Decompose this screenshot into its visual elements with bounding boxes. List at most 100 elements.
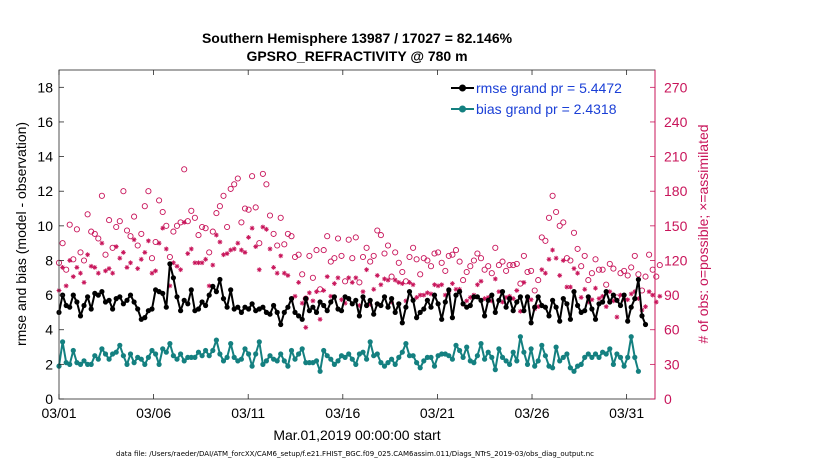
possible-count-point: [442, 267, 449, 274]
possible-count-point: [538, 234, 545, 241]
possible-count-point: [410, 244, 417, 251]
possible-count-point: [417, 271, 424, 278]
possible-count-point: [449, 251, 456, 258]
rmse-point: [306, 308, 312, 314]
y-left-tick-label: 4: [45, 322, 53, 338]
possible-count-point: [274, 242, 281, 249]
assimilated-count-point: [135, 266, 141, 271]
rmse-point: [81, 302, 87, 309]
possible-count-point: [270, 230, 277, 237]
rmse-point: [642, 321, 649, 328]
possible-count-point: [367, 258, 374, 265]
rmse-point: [482, 313, 488, 319]
bias-point: [392, 361, 398, 367]
bias-point: [231, 354, 237, 360]
assimilated-count-point: [160, 225, 166, 231]
bias-point: [585, 351, 591, 357]
rmse-point: [356, 313, 362, 319]
possible-count-point: [295, 251, 302, 258]
possible-count-point: [209, 228, 216, 235]
rmse-point: [632, 296, 638, 302]
rmse-point: [317, 299, 323, 305]
assimilated-count-point: [317, 316, 323, 322]
assimilated-count-point: [521, 280, 527, 285]
possible-count-point: [445, 252, 452, 259]
rmse-point: [621, 292, 627, 298]
possible-count-point: [435, 249, 442, 256]
bias-point: [60, 339, 66, 345]
bias-point: [313, 358, 320, 364]
possible-count-point: [585, 277, 592, 284]
rmse-point: [274, 309, 280, 315]
possible-count-point: [131, 213, 138, 220]
possible-count-point: [578, 263, 585, 270]
assimilated-count-point: [296, 280, 302, 285]
bias-point: [381, 363, 388, 369]
bias-point: [213, 337, 219, 343]
assimilated-count-point: [264, 226, 269, 232]
bias-point: [127, 351, 134, 357]
assimilated-count-point: [364, 267, 369, 273]
assimilated-count-point: [403, 298, 409, 304]
rmse-point: [510, 308, 516, 314]
bias-point: [507, 361, 513, 367]
bias-point: [496, 346, 502, 352]
assimilated-count-point: [224, 251, 230, 256]
bias-point: [360, 349, 366, 355]
possible-count-point: [588, 270, 595, 277]
assimilated-count-point: [274, 270, 280, 276]
possible-count-point: [306, 252, 313, 259]
bias-point: [457, 347, 463, 354]
rmse-point: [582, 308, 588, 314]
possible-count-point: [485, 263, 492, 270]
rmse-point: [181, 297, 187, 303]
rmse-point: [371, 311, 377, 317]
rmse-point: [532, 304, 538, 310]
possible-count-point: [77, 249, 84, 256]
assimilated-count-point: [653, 299, 659, 305]
rmse-point: [135, 306, 141, 312]
assimilated-count-point: [450, 281, 455, 286]
bias-point: [471, 360, 477, 366]
possible-count-point: [63, 266, 70, 273]
possible-count-point: [299, 271, 306, 278]
assimilated-count-point: [439, 282, 445, 288]
rmse-point: [217, 276, 223, 283]
assimilated-count-point: [421, 292, 427, 298]
bias-point: [192, 354, 198, 360]
legend-bias-label: bias grand pr = 2.4318: [476, 101, 617, 117]
y-axis-right-label: # of obs: o=possible; ×=assimilated: [695, 124, 711, 343]
assimilated-count-point: [324, 274, 330, 280]
x-tick-label: 03/11: [231, 405, 265, 421]
rmse-point: [292, 309, 298, 315]
bias-point: [228, 341, 234, 347]
assimilated-count-point: [106, 266, 112, 271]
bias-point: [378, 360, 384, 366]
possible-count-point: [252, 204, 259, 211]
assimilated-count-point: [414, 295, 420, 300]
rmse-point: [453, 292, 459, 298]
rmse-point: [478, 297, 484, 303]
bias-point: [178, 351, 184, 357]
y-left-tick-label: 0: [45, 391, 53, 407]
assimilated-count-point: [163, 246, 169, 252]
bias-point: [610, 361, 617, 367]
rmse-point: [88, 306, 94, 312]
assimilated-count-point: [206, 283, 212, 289]
y-right-tick-label: 150: [664, 218, 688, 234]
y-left-tick-label: 12: [37, 183, 53, 199]
bias-point: [553, 344, 559, 350]
rmse-point: [628, 304, 634, 310]
plot-area: 03/01 03/06 03/11 03/16 03/21 03/26 03/31 0 2 4 6…: [37, 69, 688, 421]
assimilated-count-point: [239, 247, 244, 253]
assimilated-count-point: [349, 280, 355, 285]
assimilated-count-point: [482, 296, 487, 301]
possible-count-point: [553, 208, 560, 216]
possible-count-point: [470, 257, 477, 264]
assimilated-count-point: [489, 298, 495, 304]
possible-count-point: [545, 214, 553, 221]
bias-point: [335, 358, 341, 364]
assimilated-count-point: [63, 283, 69, 289]
possible-count-point: [120, 188, 127, 195]
assimilated-count-point: [110, 270, 116, 276]
